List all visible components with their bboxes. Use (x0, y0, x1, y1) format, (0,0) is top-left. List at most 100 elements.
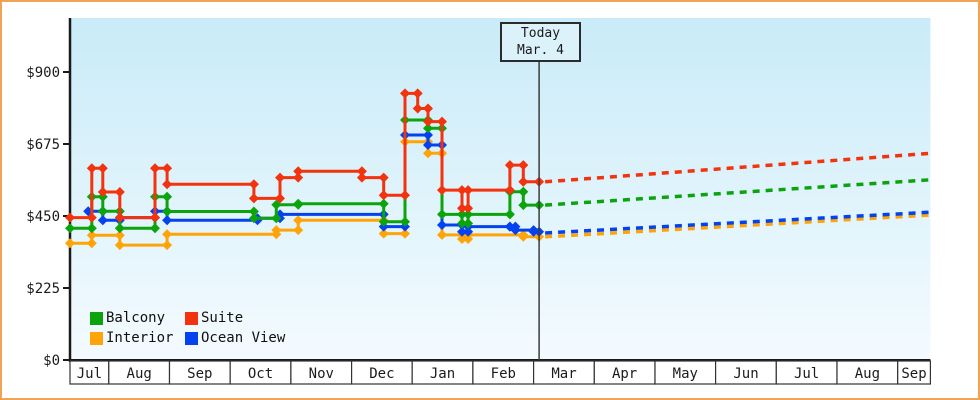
legend-label: Suite (201, 310, 244, 326)
y-axis: $0 $225 $450 $675 $900 (26, 65, 70, 369)
data-point-marker (412, 103, 423, 114)
legend-item-suite: Suite (185, 308, 285, 328)
y-axis-tick-label: $0 (43, 353, 60, 369)
data-point-marker (378, 216, 389, 227)
legend-label: Ocean View (201, 330, 286, 346)
y-axis-tick-label: $900 (26, 65, 60, 81)
data-point-marker (86, 212, 97, 223)
data-point-marker (356, 172, 367, 183)
data-point-marker (114, 212, 125, 223)
data-point-marker (504, 160, 515, 171)
data-point-marker (114, 240, 125, 251)
data-point-marker (378, 198, 389, 209)
data-point-marker (518, 176, 529, 187)
data-point-marker (528, 226, 539, 237)
data-point-marker (293, 172, 304, 183)
data-point-marker (518, 160, 529, 171)
data-point-marker (518, 231, 529, 242)
data-point-marker (275, 172, 285, 183)
data-point-marker (248, 193, 259, 204)
data-point-marker (423, 130, 433, 140)
data-point-marker (437, 229, 447, 240)
x-axis-month-row: Jul Aug Sep Oct Nov Dec Jan Feb Mar Apr May Jun Jul A… (69, 360, 932, 385)
legend-swatch-icon (185, 331, 198, 345)
data-point-marker (248, 206, 259, 217)
data-point-marker (463, 185, 474, 196)
data-point-marker (457, 209, 467, 220)
today-marker-box: Today Mar. 4 (500, 22, 581, 62)
data-point-marker (400, 216, 410, 227)
data-point-marker (162, 215, 173, 226)
data-point-marker (86, 163, 97, 174)
legend-item-interior: Interior (90, 328, 185, 348)
x-axis-month-label: Dec (369, 366, 394, 382)
data-point-marker (437, 209, 447, 220)
data-point-marker (457, 185, 467, 196)
data-point-marker (162, 179, 173, 190)
x-axis-month-label: Sep (187, 366, 212, 382)
data-point-marker (271, 213, 282, 224)
data-point-marker (378, 228, 389, 239)
legend-item-ocean-view: Ocean View (185, 328, 285, 348)
x-axis-month-label: Aug (855, 366, 880, 382)
data-point-marker (400, 88, 410, 99)
data-point-marker (65, 223, 75, 234)
data-point-marker (400, 228, 410, 239)
data-point-marker (412, 88, 423, 99)
x-axis-month-label: Oct (248, 366, 273, 382)
data-point-marker (162, 240, 173, 251)
data-point-marker (378, 172, 389, 183)
legend-swatch-icon (90, 331, 103, 345)
data-point-marker (114, 230, 125, 241)
data-point-marker (463, 203, 474, 214)
y-axis-tick-label: $675 (26, 137, 60, 153)
data-point-marker (423, 148, 433, 159)
x-axis-month-label: Mar (551, 366, 576, 382)
data-point-marker (150, 212, 160, 223)
x-axis-month-label: May (673, 366, 698, 382)
data-point-marker (162, 191, 173, 202)
legend-label: Interior (106, 330, 174, 346)
data-point-marker (97, 206, 108, 217)
data-point-marker (162, 229, 173, 240)
data-point-marker (293, 215, 304, 226)
data-point-marker (97, 215, 108, 226)
data-point-marker (437, 116, 447, 127)
data-point-marker (423, 103, 433, 114)
x-axis-month-label: Nov (309, 366, 334, 382)
data-point-marker (275, 193, 285, 204)
legend-item-balcony: Balcony (90, 308, 185, 328)
x-axis-month-label: Feb (491, 366, 516, 382)
data-point-marker (437, 220, 447, 230)
data-point-marker (457, 203, 467, 214)
y-axis-tick-label: $450 (26, 209, 60, 225)
today-date: Mar. 4 (517, 43, 564, 58)
data-point-marker (463, 218, 474, 229)
data-point-marker (271, 225, 282, 236)
data-point-marker (518, 200, 529, 211)
data-point-marker (293, 198, 304, 209)
data-point-marker (356, 166, 367, 177)
data-point-marker (97, 163, 108, 174)
data-point-marker (86, 223, 97, 234)
data-point-marker (293, 166, 304, 177)
today-label: Today (520, 26, 561, 41)
x-axis-month-label: Jul (77, 366, 102, 382)
data-point-marker (510, 225, 521, 236)
data-point-marker (504, 221, 515, 232)
x-axis-month-label: Sep (901, 366, 926, 382)
y-axis-tick-label: $225 (26, 281, 60, 297)
data-point-marker (150, 163, 160, 174)
x-axis-month-label: Aug (127, 366, 152, 382)
data-point-marker (463, 226, 474, 237)
x-axis-month-label: Apr (612, 366, 637, 382)
x-axis-month-label: Jun (733, 366, 758, 382)
data-point-marker (65, 212, 75, 223)
data-point-marker (423, 123, 433, 134)
legend-label: Balcony (106, 310, 166, 326)
data-point-marker (457, 218, 467, 229)
legend-swatch-icon (185, 311, 198, 325)
data-point-marker (114, 223, 125, 234)
